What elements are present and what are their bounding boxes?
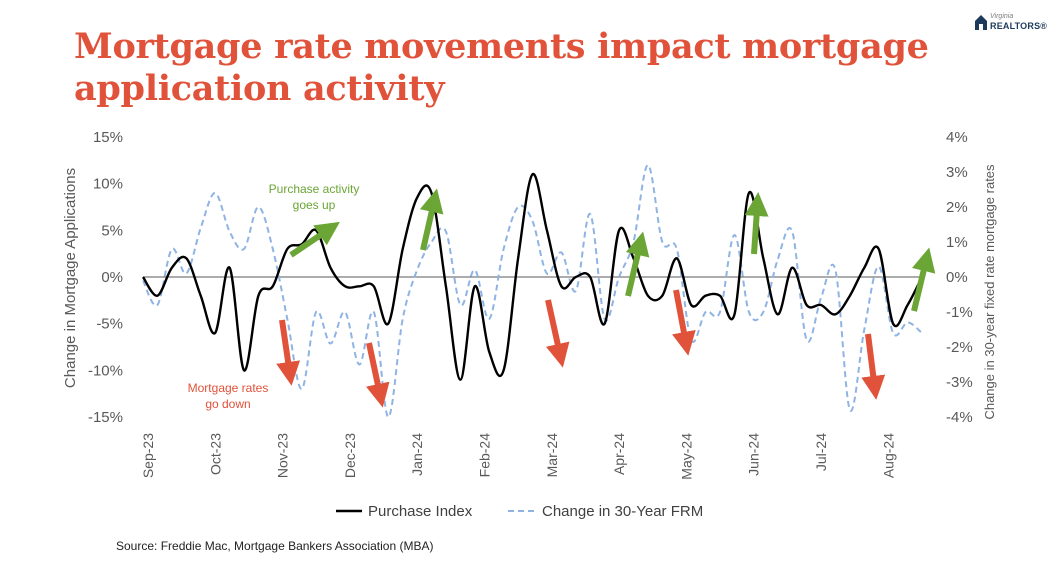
x-tick-label: Mar-24 [544, 433, 560, 478]
up-arrow [911, 247, 936, 312]
left-axis-ticks: 15% 10% 5% 0% -5% -10% -15% [88, 129, 123, 426]
house-icon [975, 15, 987, 30]
legend-label-purchase-index: Purchase Index [368, 503, 473, 520]
down-arrow [366, 342, 390, 408]
y2-tick-label: -2% [946, 339, 973, 356]
up-arrow [744, 192, 769, 255]
down-arrow [672, 289, 696, 356]
x-tick-label: Jun-24 [746, 433, 762, 476]
y-tick-label: -15% [88, 409, 123, 426]
down-arrow [861, 333, 886, 400]
x-tick-label: Jul-24 [813, 433, 829, 471]
x-tick-label: Dec-23 [342, 433, 358, 478]
y2-tick-label: -3% [946, 374, 973, 391]
y2-tick-label: 4% [946, 129, 968, 146]
logo-line2: REALTORS® [990, 21, 1048, 31]
y2-tick-label: 1% [946, 234, 968, 251]
y-tick-label: 10% [93, 176, 123, 193]
annotation-down-line2: go down [205, 397, 250, 411]
y-tick-label: -5% [96, 316, 123, 333]
up-arrow [289, 221, 340, 258]
annotation-down-line1: Mortgage rates [188, 381, 269, 395]
logo-line1: Virginia [990, 13, 1014, 20]
y-tick-label: 5% [101, 222, 123, 239]
up-arrow [625, 231, 650, 297]
source-note: Source: Freddie Mac, Mortgage Bankers As… [116, 539, 434, 553]
y2-tick-label: 2% [946, 199, 968, 216]
y-tick-label: -10% [88, 362, 123, 379]
annotation-up-line1: Purchase activity [269, 182, 360, 196]
legend: Purchase Index Change in 30-Year FRM [336, 503, 703, 520]
legend-label-frm: Change in 30-Year FRM [542, 503, 703, 520]
right-axis-ticks: 4% 3% 2% 1% 0% -1% -2% -3% -4% [946, 129, 973, 426]
x-tick-label: Sep-23 [140, 433, 156, 478]
chart-title: Mortgage rate movements impact mortgage … [74, 26, 929, 109]
y-tick-label: 15% [93, 129, 123, 146]
series-purchase-index [141, 173, 924, 381]
x-tick-label: Nov-23 [275, 433, 291, 478]
y-tick-label: 0% [101, 269, 123, 286]
series-change-in-30-year-frm [142, 163, 923, 419]
y2-axis-label: Change in 30-year fixed rate mortgage ra… [982, 164, 997, 420]
x-tick-label: May-24 [678, 433, 694, 480]
up-arrow [419, 188, 444, 251]
x-tick-label: Oct-23 [207, 433, 223, 475]
y2-tick-label: -1% [946, 304, 973, 321]
y2-tick-label: -4% [946, 409, 973, 426]
annotation-up-line2: goes up [293, 198, 336, 212]
y-axis-label: Change in Mortgage Applications [62, 168, 79, 388]
down-arrow [276, 319, 301, 386]
x-tick-label: Aug-24 [880, 433, 896, 478]
down-arrow [545, 299, 570, 368]
x-tick-label: Jan-24 [409, 433, 425, 476]
annotation-arrows [276, 188, 936, 408]
x-tick-label: Feb-24 [477, 433, 493, 478]
realtors-logo: Virginia REALTORS® [974, 13, 1048, 39]
x-tick-label: Apr-24 [611, 433, 627, 475]
x-axis-ticks: Sep-23 Oct-23 Nov-23 Dec-23 Jan-24 Feb-24 Mar-… [140, 433, 896, 480]
y2-tick-label: 0% [946, 269, 968, 286]
y2-tick-label: 3% [946, 164, 968, 181]
